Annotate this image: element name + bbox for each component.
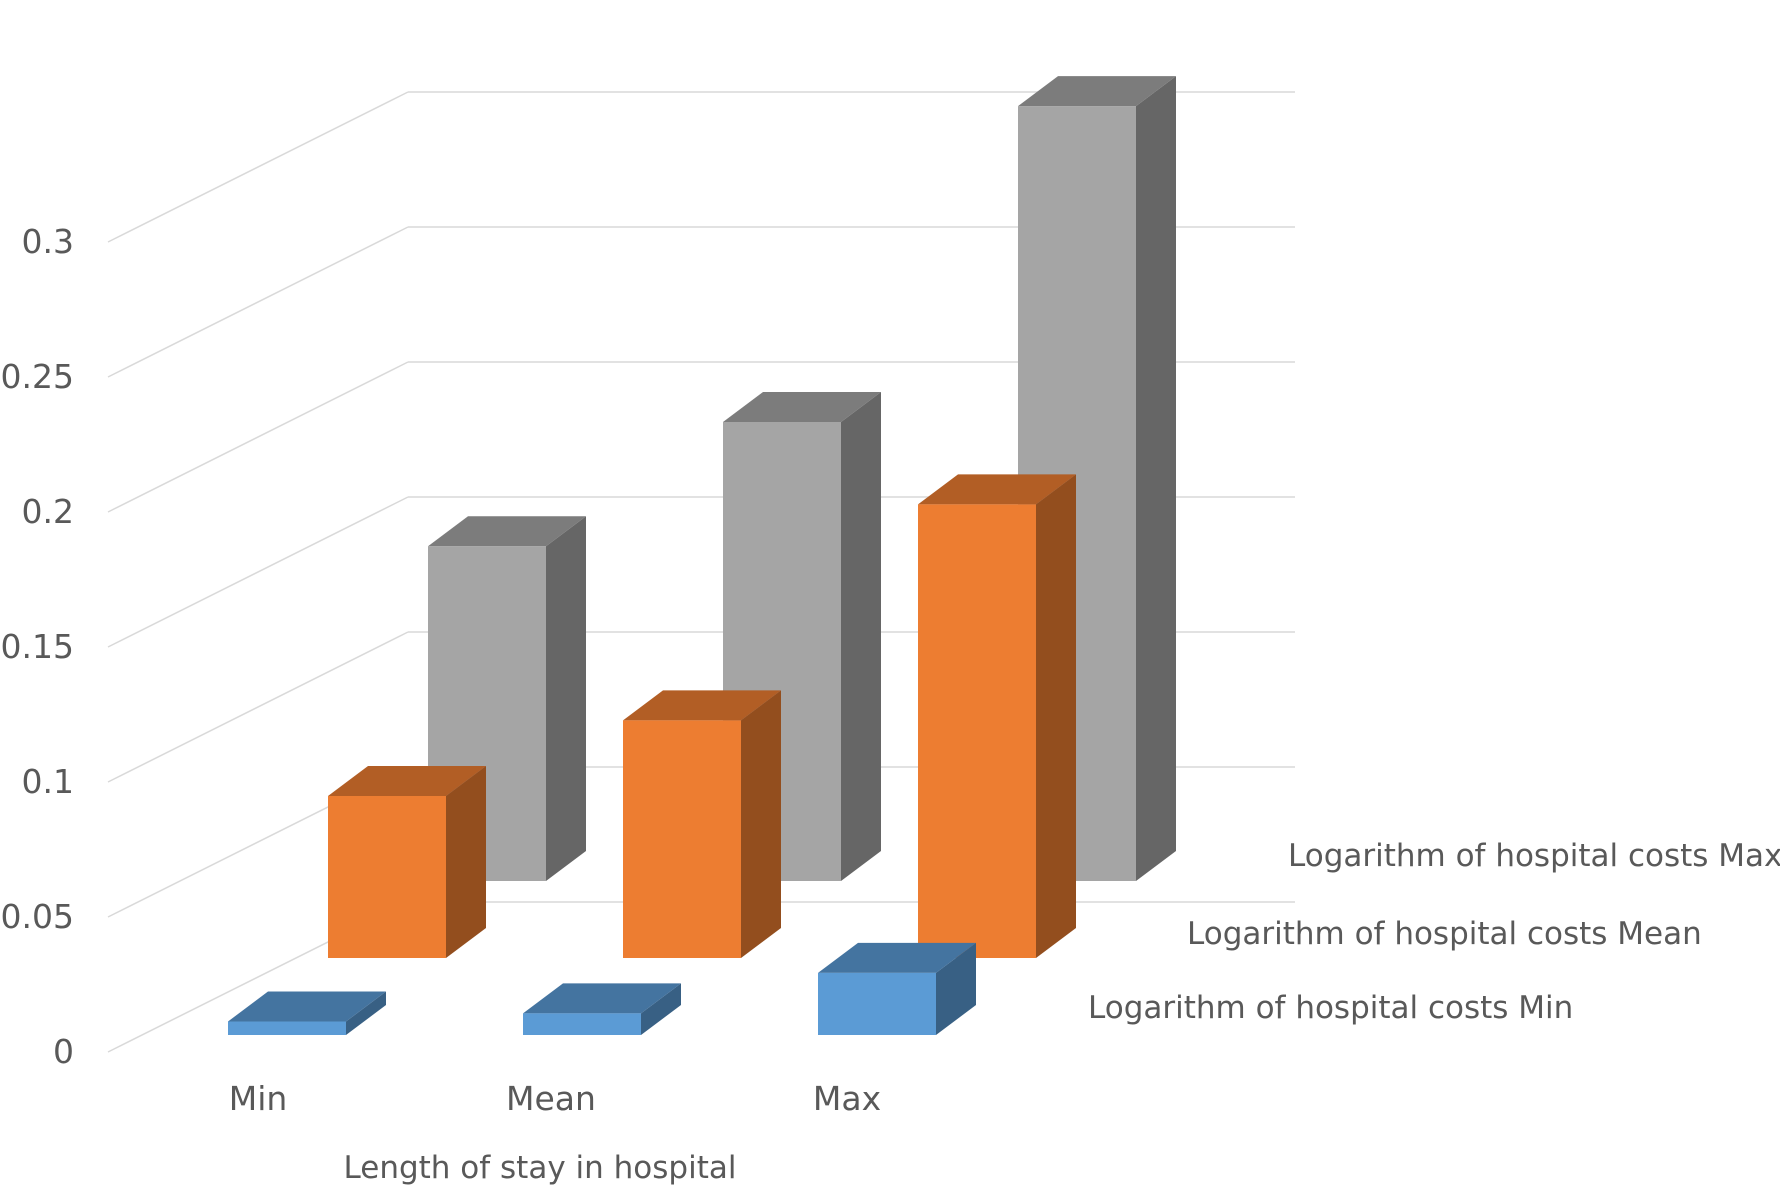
- y-axis-ticks: 0 0.05 0.1 0.15 0.2 0.25 0.3: [1, 222, 74, 1071]
- gridline-diagonal: [107, 226, 409, 378]
- bar-front: [623, 720, 741, 958]
- bar-front: [228, 1021, 346, 1035]
- bar-top: [428, 516, 586, 547]
- bar-side: [446, 766, 486, 958]
- bar-side: [936, 942, 976, 1035]
- bar-side: [841, 392, 881, 881]
- bar-side: [546, 516, 586, 881]
- bar-front: [918, 504, 1036, 958]
- series-label: Logarithm of hospital costs Min: [1088, 990, 1573, 1026]
- series-labels: Logarithm of hospital costs Min Logarithm…: [1088, 838, 1780, 1026]
- x-axis-title: Length of stay in hospital: [344, 1150, 737, 1186]
- x-axis-categories: Min Mean Max: [229, 1079, 881, 1118]
- y-tick-label: 0.1: [22, 762, 74, 801]
- bar-top: [723, 392, 881, 422]
- x-category-label: Max: [813, 1079, 881, 1118]
- y-tick-label: 0.15: [1, 627, 74, 666]
- gridline-diagonal: [107, 496, 409, 648]
- bar-top: [1018, 76, 1176, 107]
- y-tick-label: 0.05: [1, 897, 74, 936]
- bar: [918, 474, 1076, 958]
- bar-top: [228, 991, 386, 1022]
- bar-top: [523, 983, 681, 1014]
- gridline-diagonal: [107, 361, 409, 513]
- bar-top: [818, 942, 976, 973]
- bar: [523, 983, 681, 1035]
- y-tick-label: 0.3: [22, 222, 74, 261]
- x-category-label: Min: [229, 1079, 288, 1118]
- bar: [328, 766, 486, 958]
- bar-side: [1036, 474, 1076, 958]
- bar-front: [818, 972, 936, 1035]
- bar-side: [741, 690, 781, 958]
- series-label: Logarithm of hospital costs Max: [1288, 838, 1780, 874]
- y-tick-label: 0.25: [1, 357, 74, 396]
- bar-top: [918, 474, 1076, 505]
- y-tick-label: 0.2: [22, 492, 74, 531]
- bar-side: [346, 991, 386, 1035]
- bar-front: [523, 1013, 641, 1035]
- series-label: Logarithm of hospital costs Mean: [1187, 916, 1702, 952]
- bar: [623, 690, 781, 958]
- bar-side: [641, 983, 681, 1035]
- bars: [228, 76, 1176, 1035]
- bar: [228, 991, 386, 1035]
- bar-top: [623, 690, 781, 721]
- y-tick-label: 0: [53, 1032, 74, 1071]
- bar-top: [328, 766, 486, 796]
- bar-front: [328, 796, 446, 958]
- gridline-diagonal: [107, 91, 409, 243]
- bar: [818, 942, 976, 1035]
- gridline-diagonal: [107, 631, 409, 783]
- bar-side: [1136, 76, 1176, 882]
- x-category-label: Mean: [506, 1079, 596, 1118]
